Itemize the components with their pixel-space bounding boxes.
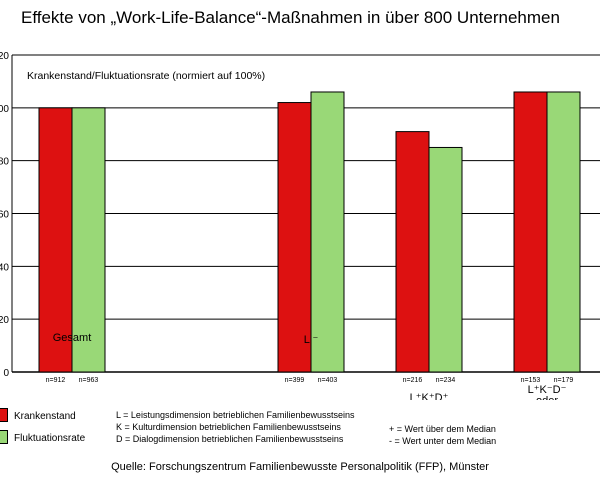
bar-fluktuationsrate-1 bbox=[310, 91, 345, 373]
note-k: K = Kulturdimension betrieblichen Famili… bbox=[116, 422, 341, 432]
n-label-0-0: n=912 bbox=[46, 377, 66, 384]
n-label-1-0: n=963 bbox=[79, 377, 99, 384]
bar-krankenstand-0 bbox=[38, 107, 73, 373]
label-layer: 0 20 40 60 80 00 20 n=912 n=963 n=399 n=403 n=216 n=… bbox=[0, 51, 573, 400]
bar-fluktuationsrate-0 bbox=[71, 107, 106, 373]
note-plus: + = Wert über dem Median bbox=[389, 424, 496, 434]
category-label-1-0: L ⁻ bbox=[304, 334, 319, 346]
y-tick-label-80: 80 bbox=[0, 157, 9, 168]
bar-krankenstand-3 bbox=[513, 91, 548, 373]
y-tick-label-0: 0 bbox=[3, 368, 9, 379]
n-label-0-3: n=153 bbox=[521, 377, 541, 384]
legend-label-fluktuationsrate: Fluktuationsrate bbox=[14, 433, 86, 444]
n-label-1-2: n=234 bbox=[436, 377, 456, 384]
category-label-3-1: oder bbox=[536, 395, 558, 400]
bar-layer bbox=[38, 91, 581, 373]
category-label-0-0: Gesamt bbox=[53, 332, 92, 344]
y-tick-label-120: 20 bbox=[0, 51, 9, 62]
note-l: L = Leistungsdimension betrieblichen Fam… bbox=[116, 410, 355, 420]
legend-label-krankenstand: Krankenstand bbox=[14, 411, 76, 422]
note-minus: - = Wert unter dem Median bbox=[389, 436, 497, 446]
n-label-1-1: n=403 bbox=[318, 377, 338, 384]
category-label-2-0: L⁺K⁺D⁺ bbox=[410, 392, 449, 400]
bar-krankenstand-2 bbox=[395, 131, 430, 373]
bar-krankenstand-1 bbox=[277, 102, 312, 373]
n-label-1-3: n=179 bbox=[554, 377, 574, 384]
note-d: D = Dialogdimension betrieblichen Famili… bbox=[116, 434, 344, 444]
chart-title: Effekte von „Work-Life-Balance“-Maßnahme… bbox=[21, 8, 560, 27]
bar-fluktuationsrate-2 bbox=[428, 146, 463, 373]
n-label-0-2: n=216 bbox=[403, 377, 423, 384]
source-note: Quelle: Forschungszentrum Familienbewuss… bbox=[111, 461, 489, 473]
category-label-3-0: L⁺K⁻D⁻ bbox=[528, 384, 567, 396]
y-tick-label-20: 20 bbox=[0, 315, 9, 326]
y-tick-label-60: 60 bbox=[0, 210, 9, 221]
y-tick-label-40: 40 bbox=[0, 262, 9, 273]
legend-swatch-krankenstand bbox=[0, 408, 8, 422]
legend-swatch-fluktuationsrate bbox=[0, 430, 8, 444]
y-axis-label: Krankenstand/Fluktuationsrate (normiert … bbox=[27, 70, 266, 82]
bar-chart: 0 20 40 60 80 00 20 n=912 n=963 n=399 n=403 n=216 n=… bbox=[0, 51, 600, 400]
bar-fluktuationsrate-3 bbox=[546, 91, 581, 373]
y-tick-label-100: 00 bbox=[0, 104, 9, 115]
n-label-0-1: n=399 bbox=[285, 377, 305, 384]
